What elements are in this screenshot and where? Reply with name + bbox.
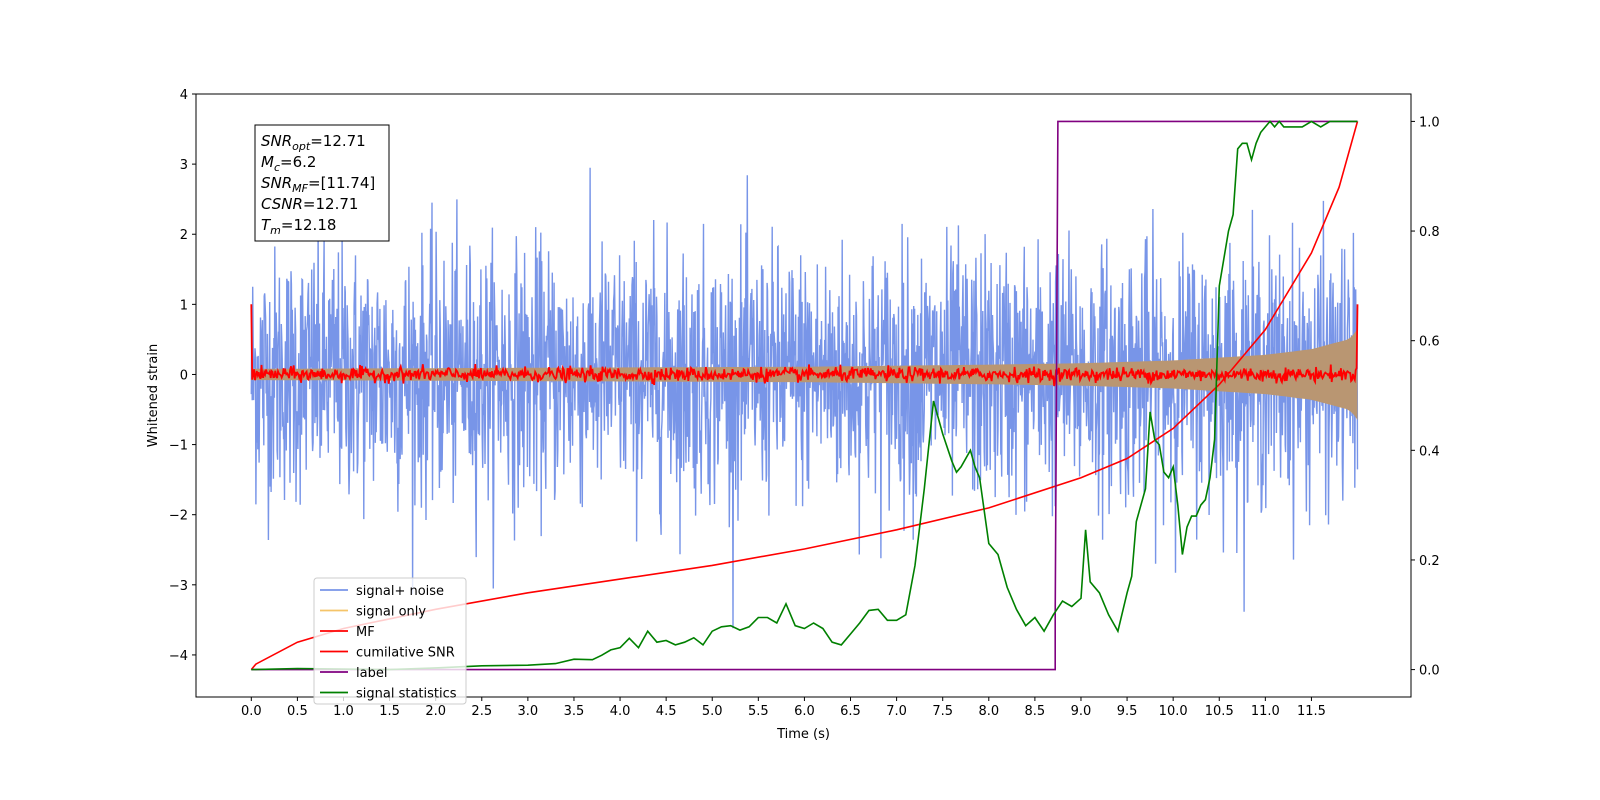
x-tick-label: 11.5 [1297,704,1326,719]
info-symbol: CSNR [261,195,303,213]
info-subscript: m [270,224,281,237]
info-subscript: opt [292,140,311,153]
x-tick-label: 5.5 [748,704,769,719]
x-tick-label: 8.5 [1025,704,1046,719]
x-tick-label: 4.5 [656,704,677,719]
legend-label: MF [356,625,375,640]
x-tick-label: 9.0 [1071,704,1092,719]
legend-label: cumilative SNR [356,646,455,661]
y-right-tick-label: 0.6 [1419,335,1440,350]
x-tick-label: 6.0 [794,704,815,719]
signal-statistics-line [251,120,1358,671]
legend-label: signal statistics [356,687,457,702]
y-tick-label: −2 [169,509,188,524]
signal-noise-line [250,167,1359,629]
y-right-tick-label: 0.8 [1419,225,1440,240]
y-tick-label: 3 [180,158,188,173]
info-box-line: Mc=6.2 [261,153,316,174]
y-right-tick-label: 0.4 [1419,444,1440,459]
y-tick-label: −3 [169,579,188,594]
x-tick-label: 6.5 [840,704,861,719]
x-tick-label: 10.5 [1205,704,1234,719]
info-box: SNRopt=12.71Mc=6.2SNRMF=[11.74]CSNR=12.7… [254,124,390,242]
info-value: =12.18 [281,216,337,234]
plot-frame [195,93,1412,698]
x-tick-label: 0.0 [241,704,262,719]
y-right-tick-label: 1.0 [1419,115,1440,130]
x-tick-label: 3.0 [518,704,539,719]
legend-frame [313,577,467,705]
x-tick-label: 1.5 [379,704,400,719]
legend-label: signal only [356,605,426,620]
y-tick-label: −4 [169,649,188,664]
legend: signal+ noise signal only MF cumilative SNR… [313,577,467,705]
y-axis-label: Whitened strain [146,344,161,447]
y-tick-label: 4 [180,88,188,103]
x-tick-label: 7.0 [886,704,907,719]
info-symbol: M [261,153,274,171]
y-right-tick-label: 0.2 [1419,554,1440,569]
x-tick-label: 8.0 [978,704,999,719]
info-value: =6.2 [280,153,316,171]
x-tick-label: 7.5 [932,704,953,719]
x-tick-label: 10.0 [1159,704,1188,719]
legend-label: signal+ noise [356,584,444,599]
x-tick-label: 2.5 [471,704,492,719]
x-tick-label: 9.5 [1117,704,1138,719]
info-value: =12.71 [310,132,366,150]
y-tick-label: 1 [180,298,188,313]
x-tick-label: 5.0 [702,704,723,719]
legend-label: label [356,666,387,681]
mf-line [250,304,1359,387]
y-right-tick-label: 0.0 [1419,664,1440,679]
x-tick-label: 2.0 [425,704,446,719]
info-symbol: SNR [261,174,292,192]
info-symbol: T [261,216,272,234]
x-tick-label: 11.0 [1251,704,1280,719]
x-axis-label: Time (s) [776,727,830,742]
label-line [251,120,1358,671]
y-tick-label: 2 [180,228,188,243]
info-symbol: SNR [261,132,292,150]
x-axis: 0.0 0.5 1.0 1.5 2.0 2.5 3.0 3.5 4.0 4.5 5.0 5.5 6.0 6… [241,697,1326,719]
info-box-line: CSNR=12.71 [261,195,358,213]
info-box-line: SNRMF=[11.74] [261,174,375,195]
info-box-line: SNRopt=12.71 [261,132,366,153]
info-subscript: c [274,161,280,174]
info-box-line: Tm=12.18 [261,216,336,237]
x-tick-label: 4.0 [610,704,631,719]
y-tick-label: −1 [169,439,188,454]
y-tick-label: 0 [180,368,188,383]
info-subscript: MF [292,182,308,195]
info-box-frame [254,124,390,242]
x-tick-label: 0.5 [287,704,308,719]
x-tick-label: 3.5 [564,704,585,719]
x-tick-label: 1.0 [333,704,354,719]
y-axis-right: 0.0 0.2 0.4 0.6 0.8 1.0 [1411,115,1440,679]
info-value: =[11.74] [308,174,375,192]
y-axis-left: −4 −3 −2 −1 0 1 2 3 4 [169,88,196,664]
info-value: =12.71 [303,195,359,213]
